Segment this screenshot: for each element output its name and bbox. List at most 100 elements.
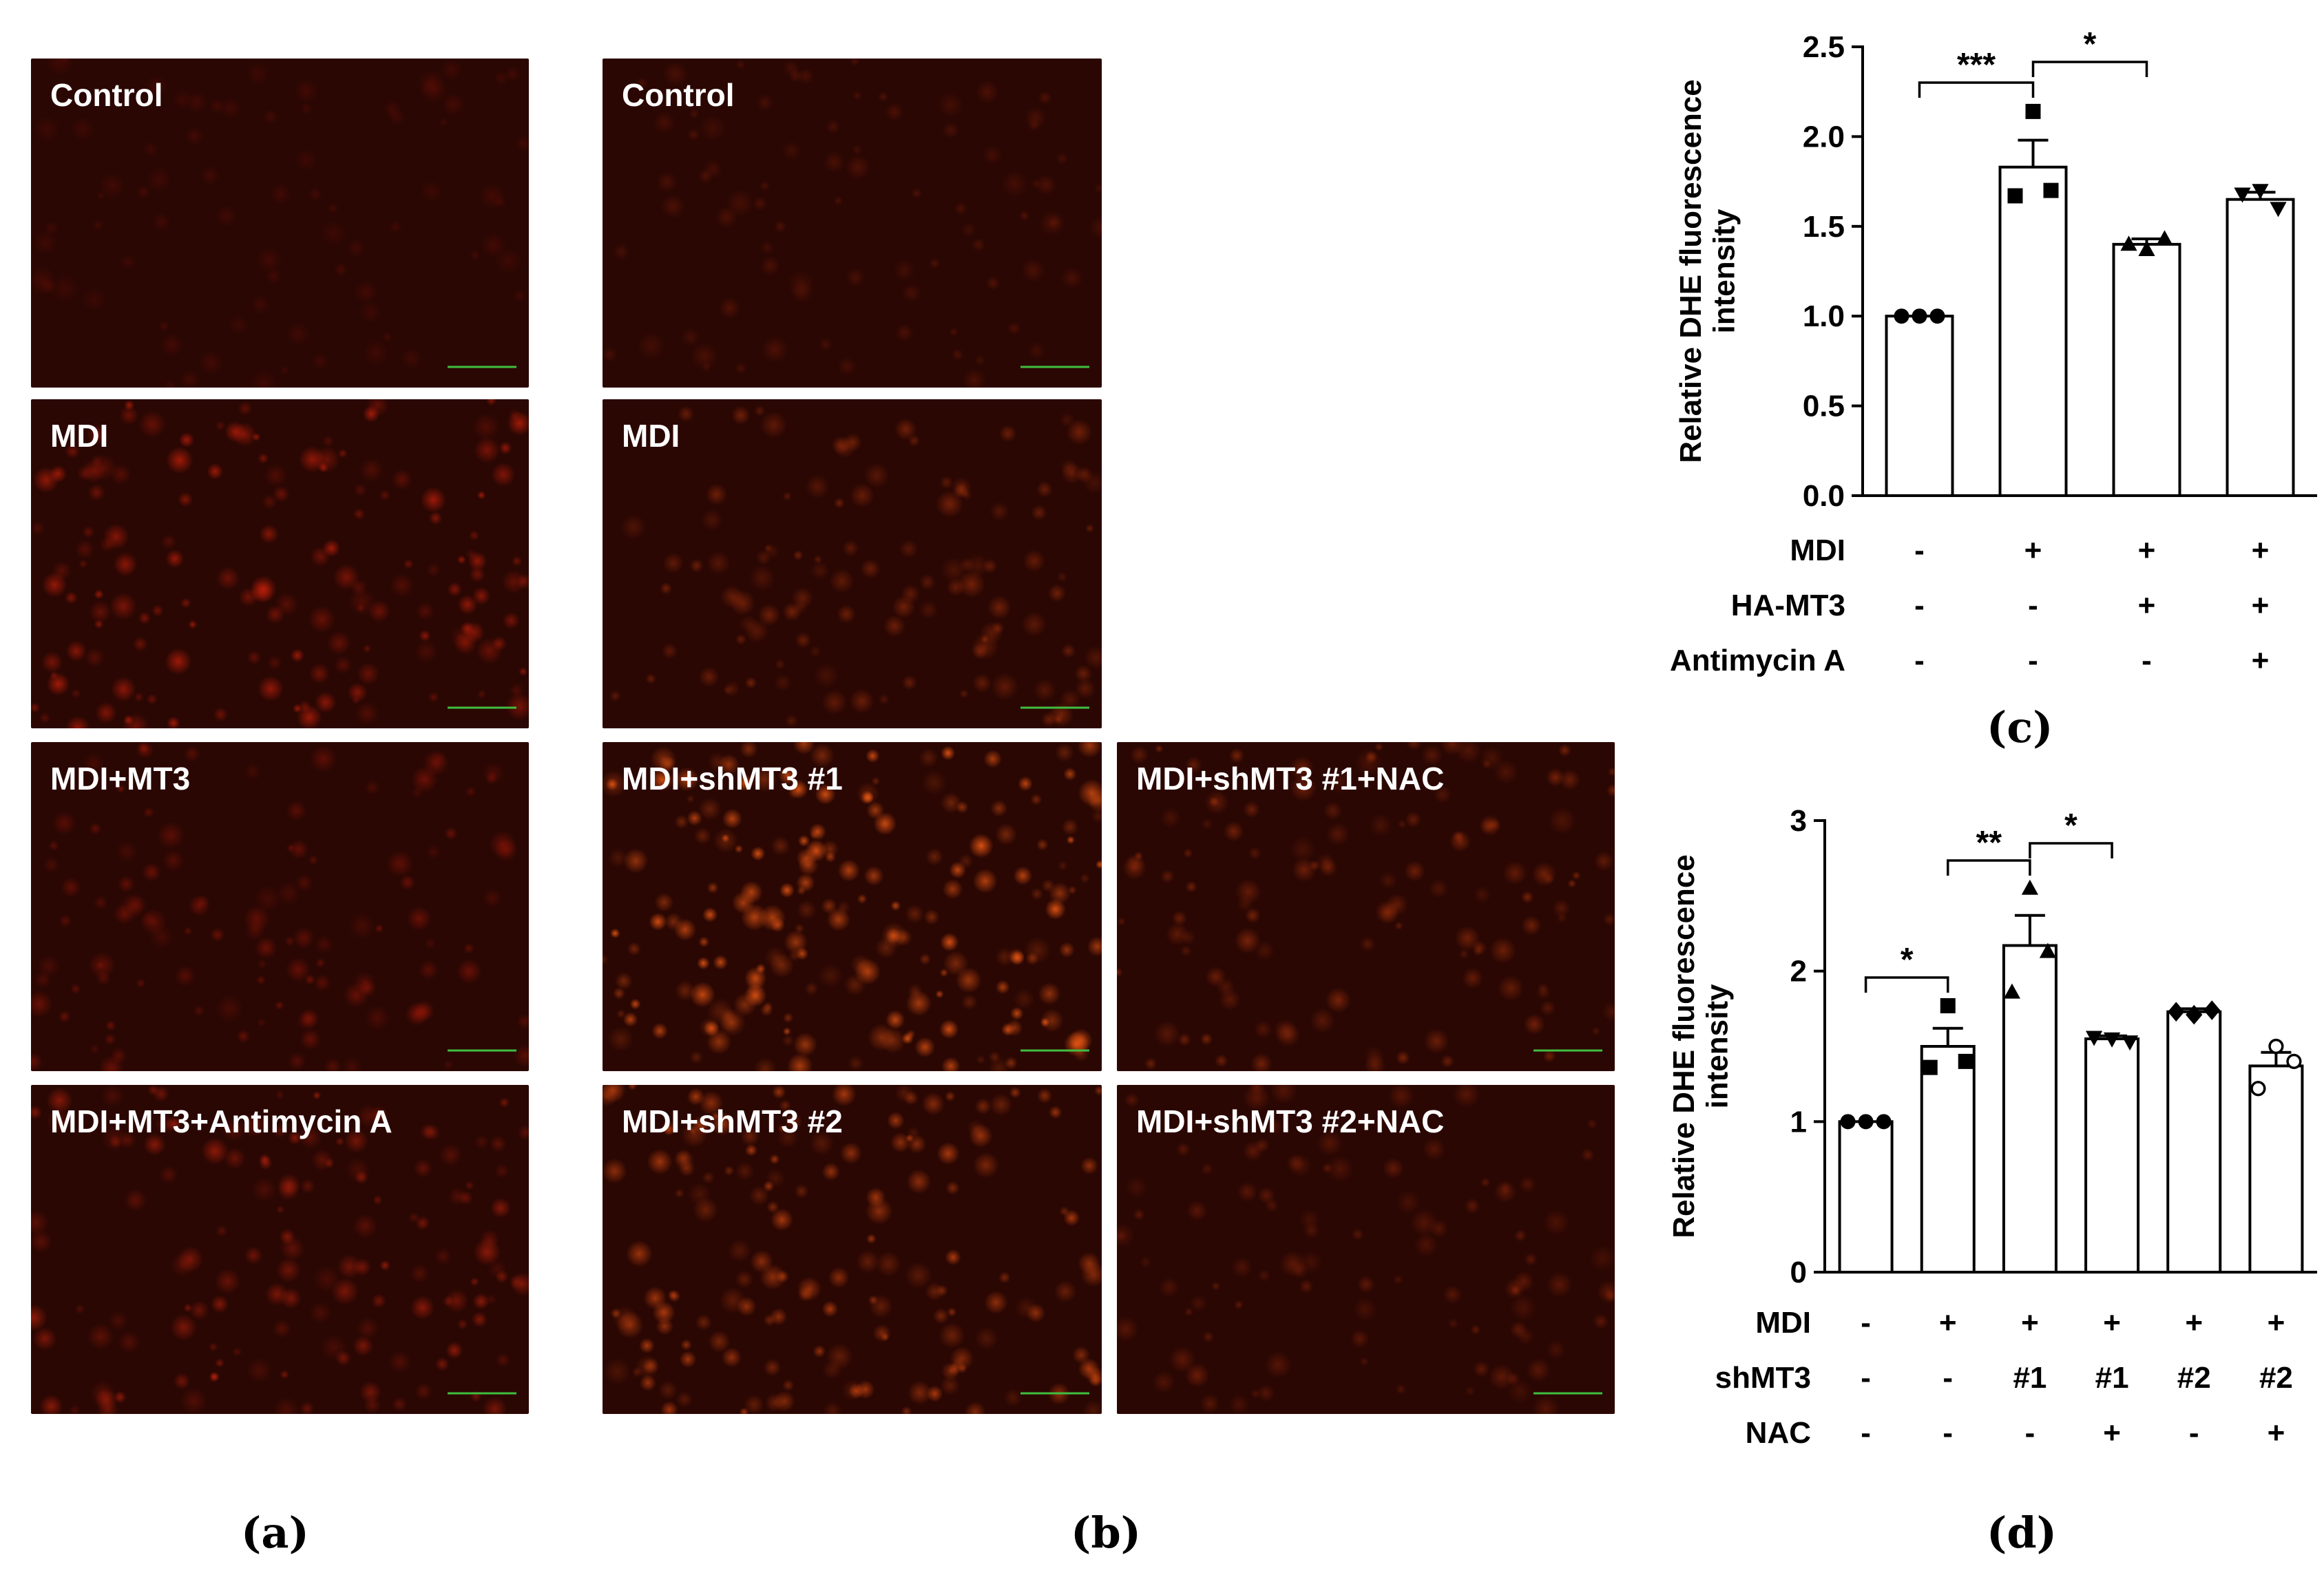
micrograph-b-mdi: MDI [603,399,1102,728]
point-group [1840,1114,1892,1130]
bar [1885,315,1954,497]
data-point [2039,942,2057,958]
micrograph-image [603,399,1102,728]
point-group [2120,230,2173,257]
condition-value: + [2252,644,2270,677]
chart-c: 0.0 0.5 1.0 1.5 2.0 2.5 Relative DHE fluoresce… [1670,26,2317,677]
condition-value: - [1861,1416,1871,1450]
data-point [1958,1053,1974,1069]
condition-label: Antimycin A [1670,644,1845,677]
y-tick-label: 1 [1790,1105,1807,1139]
bar [1920,1045,1976,1274]
significance-label: ** [1976,825,2002,861]
micrograph-image [1117,742,1615,1071]
condition-value: - [1861,1361,1871,1395]
condition-value: + [1939,1306,1957,1340]
condition-label: HA-MT3 [1731,589,1845,622]
data-point [2007,188,2023,204]
panel-letter-d: (d) [1987,1508,2058,1558]
data-point [2250,1081,2266,1097]
micrograph-image [31,399,529,728]
micrograph-label: MDI [50,418,109,454]
significance-label: * [1901,942,1914,978]
error-bar [1932,1026,1963,1046]
condition-value: - [2028,589,2038,622]
point-group [2250,1038,2302,1097]
point-group [2007,103,2059,204]
panel-letter-a: (a) [241,1508,309,1558]
significance-bracket [1864,976,1949,993]
significance-label: * [2084,26,2097,63]
micrograph-a-mdi: MDI [31,399,529,728]
micrograph-image [31,1085,529,1414]
bar [1838,1120,1894,1274]
micrograph-label: MDI+shMT3 #2 [622,1103,843,1139]
bar [2248,1064,2304,1274]
data-point [1929,308,1945,324]
data-point [2252,184,2269,200]
y-tick-label: 3 [1790,804,1807,838]
condition-value: - [2189,1416,2199,1450]
y-tick-label: 2.0 [1803,120,1845,154]
y-tick-label: 1.0 [1803,299,1845,333]
micrograph-label: MDI+MT3+Antimycin A [50,1103,392,1139]
condition-value: + [2024,534,2042,567]
data-point [2186,1004,2203,1025]
condition-value: - [2028,644,2038,677]
data-point [2156,230,2173,246]
condition-value: - [2025,1416,2035,1450]
condition-value: + [2138,534,2156,567]
data-point [1940,997,1956,1013]
data-point [2138,241,2155,257]
point-group [2003,879,2057,999]
bar [2166,1010,2222,1274]
condition-value: + [2268,1306,2285,1340]
data-point [1912,308,1927,324]
micrograph-image [603,59,1102,388]
y-tick-label: 2 [1790,955,1807,989]
data-point [2121,1035,2139,1051]
data-point [2270,202,2287,218]
significance-bracket [2031,61,2148,77]
micrograph-image [603,742,1102,1071]
micrograph-b-shmt3-2: MDI+shMT3 #2 [603,1085,1102,1414]
data-point [2234,187,2251,203]
micrograph-image [1117,1085,1615,1414]
condition-label: NAC [1746,1416,1811,1450]
point-group [2085,1031,2139,1051]
micrograph-b-shmt3-2-nac: MDI+shMT3 #2+NAC [1117,1085,1615,1414]
condition-label: MDI [1790,534,1845,567]
condition-label: MDI [1755,1306,1811,1340]
micrograph-label: MDI+shMT3 #1 [622,761,843,796]
micrograph-image [31,59,529,388]
y-tick-label: 0.0 [1803,479,1845,513]
condition-value: #1 [2095,1361,2129,1395]
data-point [2085,1031,2103,1046]
bar [2226,198,2295,497]
error-bar [2018,138,2049,167]
point-group [2168,1000,2221,1025]
condition-value: + [2252,589,2270,622]
point-group [1922,997,1974,1075]
bar [1998,165,2068,497]
data-point [2120,235,2137,251]
micrograph-label: Control [622,77,735,113]
data-point [2203,1000,2221,1020]
data-point [1858,1114,1874,1130]
y-tick-label: 1.5 [1803,210,1845,244]
bar [2084,1037,2140,1274]
condition-value: + [2185,1306,2203,1340]
y-tick-label: 2.5 [1803,30,1845,64]
micrograph-image [31,742,529,1071]
data-point [2286,1053,2302,1069]
condition-value: #1 [2013,1361,2046,1395]
data-point [1876,1114,1892,1130]
condition-value: - [1914,589,1925,622]
condition-value: - [1943,1361,1953,1395]
data-point [2003,983,2021,999]
micrograph-label: MDI+shMT3 #2+NAC [1136,1103,1445,1139]
micrograph-image [603,1085,1102,1414]
data-point [1840,1114,1856,1130]
significance-bracket [2029,842,2113,858]
y-axis-label: Relative DHE fluorescenceintensity [1674,79,1741,463]
